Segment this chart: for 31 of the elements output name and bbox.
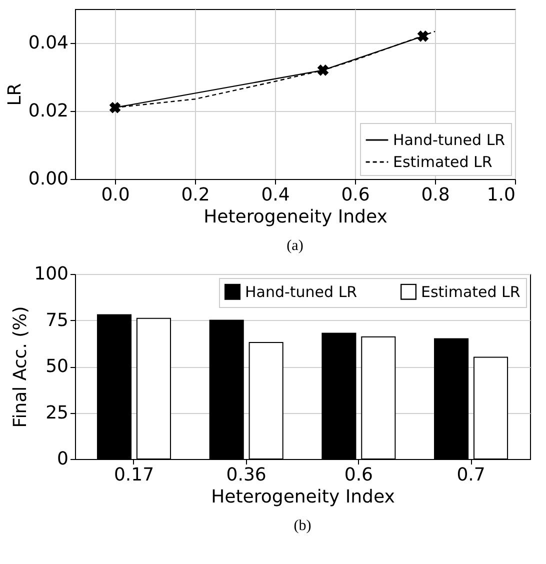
- legend-label: Estimated LR: [421, 282, 520, 301]
- x-tick-label: 0.8: [421, 184, 450, 206]
- y-tick-label: 25: [46, 402, 68, 424]
- y-tick-label: 0: [57, 448, 68, 470]
- x-tick-label: 0.7: [456, 464, 486, 486]
- legend-label: Hand-tuned LR: [393, 131, 506, 149]
- x-axis-title: Heterogeneity Index: [211, 486, 396, 508]
- y-axis-title: LR: [4, 83, 26, 106]
- x-tick-label: 0.0: [101, 184, 130, 206]
- point: [317, 64, 329, 76]
- y-axis-title: Final Acc. (%): [10, 306, 32, 428]
- point: [109, 102, 121, 114]
- y-tick-label: 75: [46, 310, 68, 331]
- x-axis-title: Heterogeneity Index: [204, 206, 388, 228]
- x-tick-label: 0.6: [341, 184, 370, 206]
- y-tick-label: 0.00: [28, 168, 68, 190]
- y-tick-label: 0.02: [28, 100, 68, 122]
- x-tick-label: 0.2: [181, 184, 210, 206]
- x-tick-label: 0.36: [226, 464, 266, 486]
- x-tick-label: 0.6: [344, 464, 373, 486]
- text: (a): [286, 238, 304, 254]
- x-tick-label: 0.4: [261, 184, 290, 206]
- y-tick-label: 50: [46, 356, 68, 377]
- point: [417, 30, 429, 42]
- legend-label: Hand-tuned LR: [245, 282, 358, 301]
- y-tick-label: 0.04: [28, 32, 68, 54]
- legend-label: Estimated LR: [393, 153, 492, 171]
- text: (b): [294, 518, 312, 534]
- y-tick-label: 100: [34, 264, 68, 284]
- x-tick-label: 1.0: [486, 184, 516, 206]
- x-tick-label: 0.17: [114, 464, 154, 486]
